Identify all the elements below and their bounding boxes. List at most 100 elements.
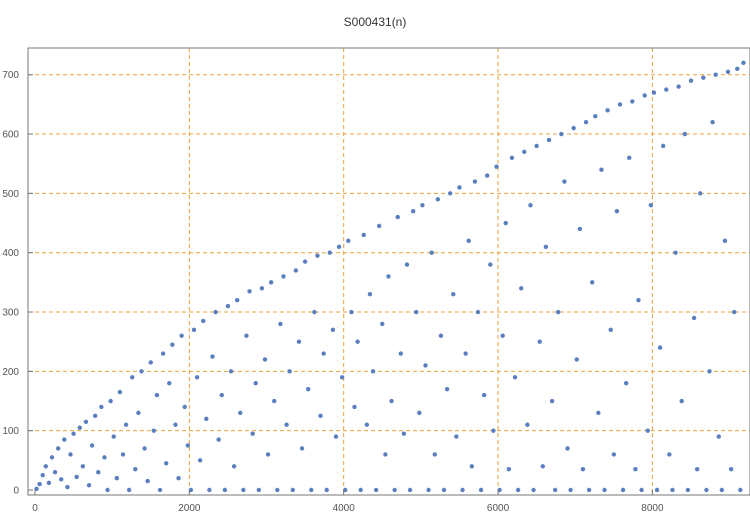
data-point bbox=[426, 487, 431, 493]
data-point bbox=[247, 289, 252, 294]
data-point bbox=[407, 487, 413, 493]
data-point bbox=[565, 446, 570, 451]
data-point bbox=[302, 259, 308, 264]
data-point bbox=[741, 60, 746, 66]
data-point bbox=[83, 419, 89, 424]
data-point bbox=[40, 472, 45, 478]
data-point bbox=[123, 422, 129, 427]
data-point bbox=[660, 143, 666, 149]
data-point bbox=[197, 458, 203, 463]
data-point bbox=[485, 173, 490, 178]
data-point bbox=[71, 431, 76, 436]
data-point bbox=[710, 119, 715, 125]
data-point bbox=[577, 226, 583, 232]
data-point bbox=[722, 238, 728, 244]
data-point bbox=[568, 487, 573, 493]
data-point bbox=[105, 487, 110, 493]
data-point bbox=[37, 481, 42, 487]
data-point bbox=[648, 203, 654, 208]
data-point bbox=[59, 477, 64, 482]
x-tick-label: 8000 bbox=[641, 503, 664, 514]
y-tick-label: 600 bbox=[2, 130, 19, 141]
data-point bbox=[481, 392, 487, 398]
data-point bbox=[528, 203, 533, 208]
data-point bbox=[731, 309, 737, 315]
data-point bbox=[287, 369, 292, 374]
data-point bbox=[472, 179, 478, 184]
data-point bbox=[225, 303, 231, 309]
data-point bbox=[201, 318, 206, 324]
data-point bbox=[62, 437, 67, 442]
data-point bbox=[447, 191, 453, 196]
data-point bbox=[268, 280, 274, 285]
data-point bbox=[423, 363, 428, 368]
data-point bbox=[65, 484, 70, 490]
data-point bbox=[552, 487, 558, 493]
grid-lines bbox=[28, 48, 750, 495]
data-point bbox=[160, 351, 166, 356]
data-point bbox=[163, 461, 169, 466]
data-point bbox=[145, 478, 150, 484]
data-point bbox=[580, 467, 586, 472]
data-point bbox=[52, 470, 58, 475]
data-point bbox=[339, 375, 345, 380]
data-point bbox=[556, 309, 561, 315]
data-point bbox=[290, 487, 295, 493]
data-point bbox=[664, 87, 669, 92]
data-point bbox=[682, 131, 688, 137]
data-point bbox=[559, 131, 564, 137]
data-point bbox=[500, 333, 505, 338]
data-point bbox=[315, 253, 320, 258]
data-point bbox=[398, 351, 404, 356]
data-point bbox=[173, 422, 178, 427]
data-point bbox=[380, 321, 385, 327]
data-point bbox=[154, 392, 160, 398]
data-point bbox=[645, 428, 650, 433]
data-point bbox=[321, 351, 326, 356]
data-point bbox=[401, 431, 407, 436]
data-point bbox=[719, 487, 725, 493]
data-point bbox=[355, 339, 360, 344]
data-point bbox=[512, 375, 518, 380]
data-point bbox=[417, 410, 422, 416]
y-axis-ticks: 0 100 200 300 400 500 600 700 bbox=[2, 70, 33, 497]
data-point bbox=[438, 333, 444, 338]
data-point bbox=[55, 446, 61, 451]
data-point bbox=[657, 345, 663, 350]
data-point bbox=[120, 452, 126, 457]
data-point bbox=[509, 155, 515, 160]
data-point bbox=[707, 369, 712, 374]
data-point bbox=[222, 487, 228, 493]
data-point bbox=[256, 487, 262, 493]
data-point bbox=[475, 309, 481, 315]
data-point bbox=[117, 389, 123, 395]
data-point bbox=[68, 452, 73, 457]
data-point bbox=[102, 455, 107, 460]
data-point bbox=[728, 467, 734, 472]
data-point bbox=[605, 108, 610, 113]
data-point bbox=[636, 297, 641, 303]
data-point bbox=[444, 386, 450, 392]
data-point bbox=[574, 357, 579, 362]
data-point bbox=[713, 72, 718, 77]
data-point bbox=[667, 452, 672, 457]
data-points bbox=[34, 60, 746, 493]
data-point bbox=[207, 487, 212, 493]
data-point bbox=[469, 464, 475, 469]
data-point bbox=[651, 90, 657, 95]
data-point bbox=[96, 470, 101, 475]
data-point bbox=[688, 78, 694, 83]
data-point bbox=[318, 413, 323, 419]
data-point bbox=[367, 292, 373, 297]
data-point bbox=[376, 223, 382, 229]
data-point bbox=[670, 487, 675, 493]
data-point bbox=[589, 280, 595, 285]
data-point bbox=[111, 434, 116, 439]
data-point bbox=[157, 487, 163, 493]
y-tick-label: 300 bbox=[2, 308, 19, 319]
x-tick-label: 4000 bbox=[333, 503, 356, 514]
data-point bbox=[694, 467, 700, 472]
data-point bbox=[457, 185, 462, 190]
data-point bbox=[701, 75, 706, 80]
